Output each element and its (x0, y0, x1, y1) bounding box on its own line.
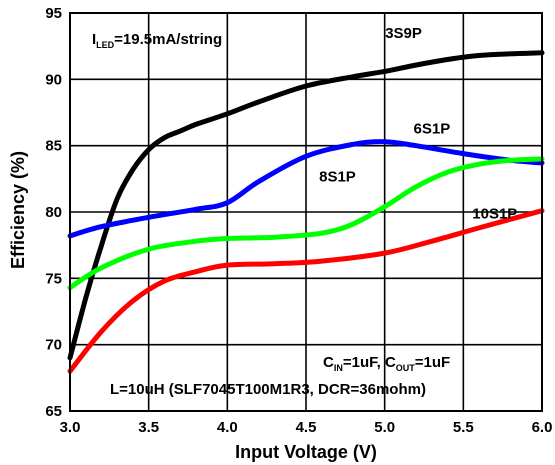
y-tick-label: 65 (45, 403, 62, 420)
series-label-10s1p: 10S1P (472, 206, 517, 223)
series-line-3s9p (67, 50, 545, 361)
x-tick-label: 6.0 (532, 419, 553, 436)
y-axis-title: Efficiency (%) (8, 151, 28, 269)
series-line-10s1p (67, 208, 545, 374)
tick-labels: 3.0 3.5 4.0 4.5 5.0 5.5 6.0 65 70 75 80 85 90 95 (45, 5, 552, 436)
x-tick-label: 4.5 (296, 419, 317, 436)
series-labels: 3S9P 6S1P 8S1P 10S1P (319, 25, 517, 222)
iled-annotation: ILED=19.5mA/string (92, 31, 222, 50)
y-tick-label: 80 (45, 204, 62, 221)
series-lines (67, 50, 545, 374)
plot-frame (69, 12, 543, 412)
x-tick-label: 3.5 (138, 419, 159, 436)
x-tick-label: 5.0 (374, 419, 395, 436)
series-label-6s1p: 6S1P (414, 121, 451, 138)
x-tick-label: 4.0 (217, 419, 238, 436)
series-line-6s1p (67, 139, 545, 239)
x-axis-title: Input Voltage (V) (235, 442, 377, 462)
y-tick-label: 95 (45, 5, 62, 22)
series-line-8s1p (67, 156, 545, 291)
x-tick-label: 5.5 (453, 419, 474, 436)
capacitor-annotation: CIN=1uF, COUT=1uF (323, 354, 450, 373)
y-tick-label: 75 (45, 270, 62, 287)
y-tick-label: 90 (45, 71, 62, 88)
y-tick-label: 70 (45, 337, 62, 354)
series-label-8s1p: 8S1P (319, 168, 356, 185)
y-tick-label: 85 (45, 138, 62, 155)
grid (69, 12, 543, 412)
x-tick-label: 3.0 (60, 419, 81, 436)
inductor-annotation: L=10uH (SLF7045T100M1R3, DCR=36mohm) (110, 381, 426, 398)
series-label-3s9p: 3S9P (385, 25, 422, 42)
